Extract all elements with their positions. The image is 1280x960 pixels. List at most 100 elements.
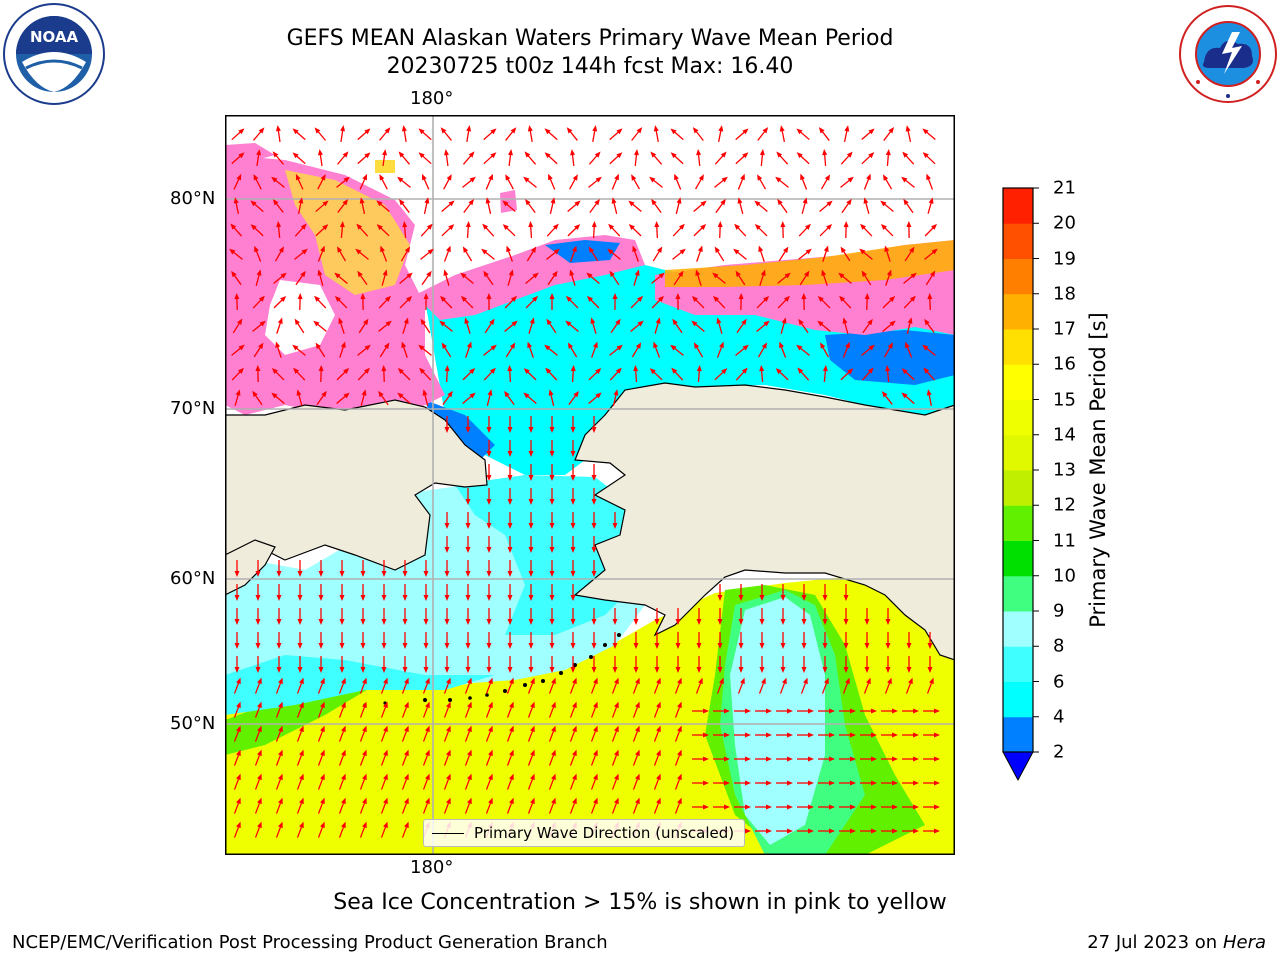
wave-arrow-head [713,295,720,302]
wave-arrow-head [489,318,495,326]
wave-arrow-head [254,245,259,253]
wave-arrow-head [724,732,730,738]
wave-arrow-head [301,248,308,255]
wave-arrow-head [787,756,793,762]
wave-arrow-head [271,392,278,399]
wave-arrow-head [700,200,707,207]
wave-arrow-head [864,643,870,649]
sea-ice-note: Sea Ice Concentration > 15% is shown in … [333,890,947,915]
wave-arrow-head [677,749,682,757]
wave-arrow-head [383,677,388,685]
wave-arrow-head [397,176,404,183]
wave-arrow-head [362,725,367,733]
wave-arrow-head [486,523,492,529]
graticule [225,115,955,855]
wave-arrow-head [654,619,660,625]
wave-arrow-head [271,176,278,183]
wave-arrow-head [655,317,661,324]
sea-ice-north-speck2 [500,190,517,213]
wave-arrow-head [528,595,534,601]
wave-arrow-head [930,223,937,230]
colorbar-segment [1003,646,1033,682]
wave-arrow-head [759,643,765,649]
wave-arrow-head [426,270,432,278]
wave-arrow-head [766,780,772,786]
wave-arrow-head [591,547,597,553]
wave-arrow-head [721,368,728,375]
wave-arrow-head [446,701,451,709]
wave-arrow-head [469,176,476,183]
wave-arrow-head [427,248,434,255]
wave-arrow-head [507,595,513,601]
wave-arrow-head [276,595,282,601]
wave-arrow-head [745,828,751,834]
wave-arrow-head [780,667,786,673]
wave-arrow-head [850,804,856,810]
wave-arrow-head [422,389,428,396]
wave-arrow-head [823,245,829,252]
wave-arrow-head [336,246,343,253]
wave-arrow-head [615,367,622,374]
wave-arrow-head [901,368,908,375]
wave-arrow-head [698,174,704,181]
wave-arrow-head [892,732,898,738]
colorbar-tick-label: 13 [1053,459,1076,481]
wave-arrow-head [510,127,517,134]
wave-arrow-head [692,127,699,134]
wave-arrow-head [359,197,365,204]
wave-arrow-head [824,677,829,685]
wave-arrow-head [591,475,597,481]
wave-arrow-head [423,595,429,601]
wave-arrow-head [356,223,363,230]
wave-arrow-head [871,732,877,738]
wave-arrow-head [299,773,304,781]
wave-arrow-head [572,701,577,709]
wave-arrow-head [892,780,898,786]
wave-arrow-head [838,272,845,279]
wave-arrow-head [255,595,261,601]
wave-arrow-head [341,725,346,733]
wave-arrow-head [444,427,450,433]
wave-arrow-head [846,198,852,206]
wave-arrow-head [745,756,751,762]
wave-arrow-head [362,773,367,781]
wave-arrow-head [320,773,325,781]
wave-arrow-head [595,392,602,399]
wave-arrow-head [357,270,363,278]
wave-arrow-head [404,677,409,685]
wave-arrow-head [551,797,556,805]
wave-arrow-head [801,293,807,300]
sea-ice-central-blue [545,240,620,263]
wave-arrow-head [544,152,551,159]
wave-arrow-head [864,619,870,625]
wave-arrow-head [379,174,385,181]
wave-arrow-head [511,295,518,302]
wave-arrow-head [469,368,476,375]
wave-arrow-head [738,667,744,673]
wave-arrow-head [448,200,455,207]
wave-arrow-head [320,174,326,181]
wave-arrow-head [741,367,748,374]
wave-arrow-head [880,200,887,207]
wave-arrow-head [360,571,366,577]
wave-arrow-head [845,341,850,349]
wave-arrow-head [574,224,581,231]
wave-arrow-head [339,667,345,673]
wave-arrow-head [760,269,766,276]
wave-arrow-head [766,804,772,810]
wave-arrow-head [446,773,451,781]
wave-arrow-head [763,320,770,327]
wave-arrow-head [441,342,448,349]
wave-arrow-head [922,344,929,351]
wave-arrow-head [234,571,240,577]
wave-arrow-head [439,320,446,327]
wave-arrow-head [383,701,388,709]
wave-arrow-head [549,619,555,625]
wave-arrow-head [616,152,623,159]
arctic-blue-patch-east [825,330,955,385]
wave-arrow-head [490,344,497,351]
wave-arrow-head [829,756,835,762]
wave-arrow-head [787,780,793,786]
lat-label-50n: 50°N [170,713,216,734]
lon-label-bottom: 180° [410,857,454,878]
